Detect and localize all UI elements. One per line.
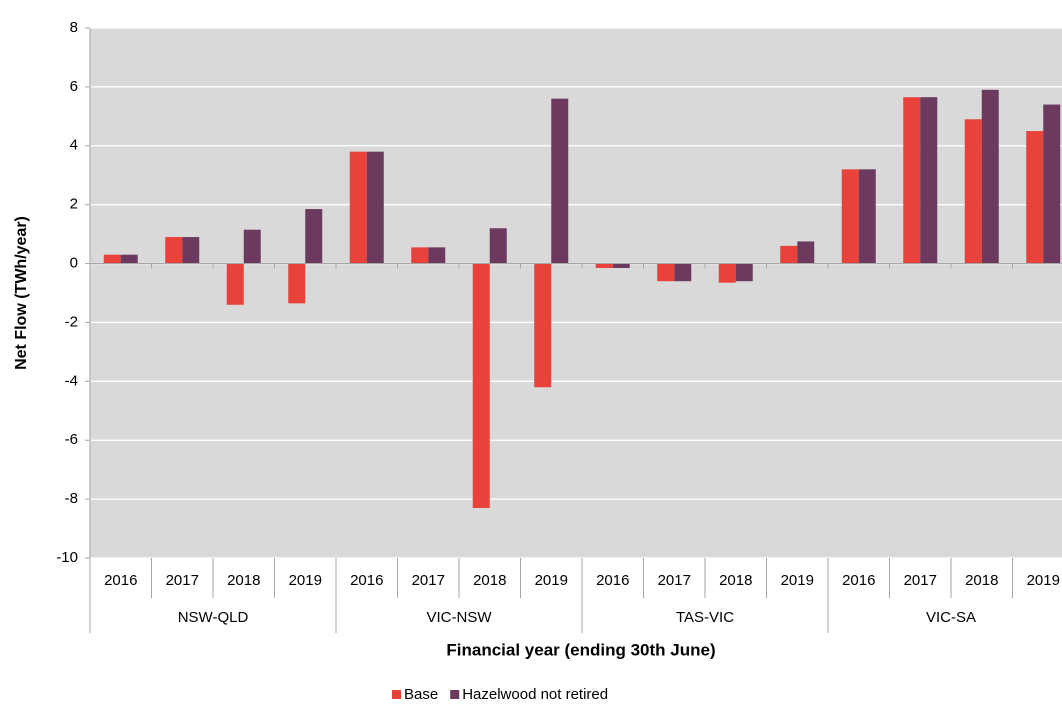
legend-swatch xyxy=(450,690,460,699)
plot-area xyxy=(90,28,1062,558)
y-tick-label: 4 xyxy=(70,137,78,154)
x-tick-label: 2019 xyxy=(781,572,814,589)
bar xyxy=(551,98,569,264)
bar xyxy=(226,263,244,305)
bar xyxy=(595,263,613,268)
y-tick-label: -10 xyxy=(56,549,78,566)
bar xyxy=(288,263,306,304)
y-tick-label: 6 xyxy=(70,78,78,95)
bar xyxy=(165,237,183,264)
bar xyxy=(780,245,798,264)
x-tick-label: 2018 xyxy=(473,572,506,589)
bar xyxy=(735,263,753,282)
bar xyxy=(718,263,736,283)
group-label: VIC-SA xyxy=(926,609,976,626)
x-tick-label: 2017 xyxy=(412,572,445,589)
bar xyxy=(797,241,815,264)
bar xyxy=(920,97,938,264)
x-tick-label: 2018 xyxy=(719,572,752,589)
bar xyxy=(428,247,446,264)
x-tick-label: 2017 xyxy=(166,572,199,589)
y-tick-label: -4 xyxy=(65,372,78,389)
bar xyxy=(903,97,921,264)
legend-label: Base xyxy=(404,686,438,703)
x-tick-label: 2019 xyxy=(535,572,568,589)
bar xyxy=(612,263,630,268)
x-tick-label: 2016 xyxy=(842,572,875,589)
bar xyxy=(120,254,138,264)
y-tick-label: -6 xyxy=(65,431,78,448)
x-tick-label: 2018 xyxy=(965,572,998,589)
bar xyxy=(858,169,876,264)
x-tick-label: 2019 xyxy=(289,572,322,589)
bar xyxy=(243,229,261,264)
bar xyxy=(182,237,200,264)
y-axis-title: Net Flow (TWh/year) xyxy=(13,216,30,370)
bar xyxy=(305,209,323,264)
group-label: TAS-VIC xyxy=(676,609,734,626)
bar xyxy=(657,263,675,282)
bar xyxy=(981,89,999,264)
group-label: NSW-QLD xyxy=(178,609,249,626)
group-label: VIC-NSW xyxy=(427,609,493,626)
bar xyxy=(841,169,859,264)
x-tick-label: 2016 xyxy=(104,572,137,589)
legend-label: Hazelwood not retired xyxy=(462,686,608,703)
y-tick-label: -8 xyxy=(65,490,78,507)
bar xyxy=(103,254,121,264)
x-tick-label: 2016 xyxy=(350,572,383,589)
y-tick-label: 0 xyxy=(70,255,78,272)
bar xyxy=(534,263,552,388)
x-tick-label: 2019 xyxy=(1027,572,1060,589)
bar xyxy=(489,228,507,264)
x-tick-label: 2016 xyxy=(596,572,629,589)
x-tick-label: 2017 xyxy=(658,572,691,589)
x-tick-label: 2018 xyxy=(227,572,260,589)
legend-swatch xyxy=(392,690,401,699)
bar xyxy=(674,263,692,282)
y-tick-label: 2 xyxy=(70,196,78,213)
bar xyxy=(1043,104,1061,264)
x-tick-label: 2017 xyxy=(904,572,937,589)
bar xyxy=(349,151,367,264)
bar xyxy=(1026,131,1044,264)
y-tick-label: 8 xyxy=(70,19,78,36)
y-tick-label: -2 xyxy=(65,313,78,330)
bar xyxy=(366,151,384,264)
bar xyxy=(472,263,490,508)
bar xyxy=(411,247,429,264)
x-axis-title: Financial year (ending 30th June) xyxy=(446,640,715,659)
bar xyxy=(964,119,982,264)
